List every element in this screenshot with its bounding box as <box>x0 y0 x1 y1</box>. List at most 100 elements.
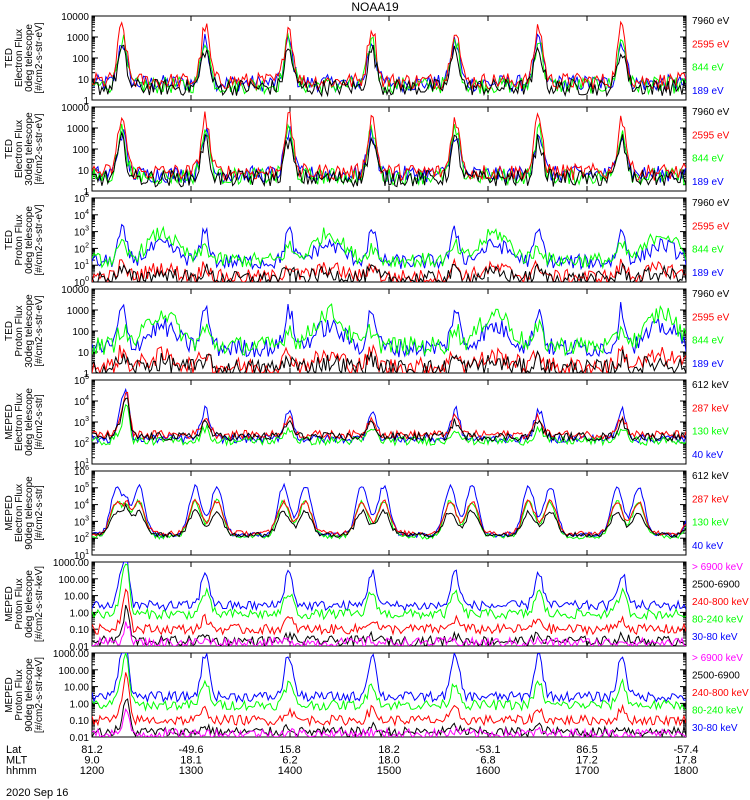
panel-frame <box>91 379 687 465</box>
x-row-value: 1800 <box>674 765 698 777</box>
legend-entry: 240-800 keV <box>692 688 749 699</box>
series-black <box>92 604 686 646</box>
legend-entry: 80-240 keV <box>692 615 743 626</box>
y-axis-label-line: [#/cm2-s-str] <box>34 394 45 450</box>
series-green <box>92 303 686 357</box>
y-tick-label: 10000 <box>61 285 89 296</box>
series-blue <box>92 126 686 184</box>
y-axis-label: TED Electron Flux 30deg telescope [#/cm2-s-… <box>4 112 45 186</box>
series-red <box>92 672 686 728</box>
y-axis-label: MEPED Electron Flux 90deg telescope [#/cm2-… <box>4 476 45 550</box>
legend-entry: 2500-6900 <box>692 580 740 591</box>
y-tick-label: 103 <box>74 416 89 429</box>
y-axis-label: MEPED Proton Flux 90deg telescope [#/cm2-s-… <box>4 657 45 733</box>
y-tick-label: 105 <box>74 482 89 495</box>
y-axis-label-line: [#/cm2-s-str-keV] <box>34 566 45 642</box>
series-black <box>92 262 686 282</box>
date-label: 2020 Sep 16 <box>6 787 68 799</box>
legend-entry: 612 keV <box>692 380 729 391</box>
y-axis-label-line: 0deg telescope <box>24 24 35 92</box>
y-tick-label: 102 <box>74 242 89 255</box>
y-axis-label-line: MEPED <box>4 404 15 440</box>
figure-title: NOAA19 <box>351 0 399 14</box>
y-axis-label-line: 90deg telescope <box>24 476 35 550</box>
y-tick-label: 102 <box>74 437 89 450</box>
y-axis-label-line: Proton Flux <box>14 305 25 356</box>
y-axis-label-line: Proton Flux <box>14 578 25 629</box>
y-axis-label-line: 30deg telescope <box>24 112 35 186</box>
x-row-value: 9.0 <box>84 755 99 767</box>
y-tick-label: 10000 <box>61 103 89 114</box>
y-axis-label-line: MEPED <box>4 586 15 622</box>
y-tick-label: 0.01 <box>70 733 90 744</box>
y-axis-label-line: [#/cm2-s-str-eV] <box>34 113 45 184</box>
y-tick-label: 101 <box>74 458 89 471</box>
series-green <box>92 563 686 621</box>
y-axis-label: MEPED Proton Flux 0deg telescope [#/cm2-s-s… <box>4 566 45 642</box>
x-row-value: 1300 <box>179 765 203 777</box>
y-axis-label: MEPED Electron Flux 0deg telescope [#/cm2-s… <box>4 388 45 456</box>
x-axis-labels: Lat 81.2 -49.6 15.8 18.2 -53.1 86.5 -57.4 MLT 9.0… <box>6 744 699 777</box>
y-tick-label: 10 <box>78 75 90 86</box>
legend-entry: 7960 eV <box>692 198 730 209</box>
legend-entry: 7960 eV <box>692 289 730 300</box>
y-tick-label: 10 <box>78 166 90 177</box>
x-row-value: 1200 <box>80 765 104 777</box>
y-axis-label: TED Proton Flux 30deg telescope [#/cm2-s-st… <box>4 294 45 368</box>
y-axis-label-line: [#/cm2-s-str] <box>34 485 45 541</box>
y-tick-label: 101 <box>74 549 89 562</box>
series-magenta <box>92 708 686 737</box>
legend-entry: 2500-6900 <box>692 671 740 682</box>
legend-entry: 2595 eV <box>692 39 730 50</box>
x-row-label: hhmm <box>6 765 37 777</box>
series-green <box>92 121 686 186</box>
y-tick-label: 1000.00 <box>53 558 90 569</box>
y-tick-label: 10 <box>78 348 90 359</box>
y-tick-label: 100 <box>74 276 89 289</box>
legend-entry: 7960 eV <box>692 107 730 118</box>
y-tick-label: 10.00 <box>64 683 89 694</box>
y-tick-label: 1 <box>83 187 89 198</box>
y-tick-label: 106 <box>74 465 89 478</box>
legend-entry: 189 eV <box>692 177 724 188</box>
panel-frame <box>91 15 687 101</box>
legend-entry: 844 eV <box>692 154 724 165</box>
legend-entry: 189 eV <box>692 359 724 370</box>
y-axis-label-line: [#/cm2-s-str-eV] <box>34 204 45 275</box>
legend-entry: 189 eV <box>692 86 724 97</box>
legend-entry: > 6900 keV <box>692 653 743 664</box>
y-axis-label-line: 0deg telescope <box>24 570 35 638</box>
series-black <box>92 698 686 737</box>
series-green <box>92 653 686 712</box>
y-axis-label-line: Proton Flux <box>14 214 25 265</box>
x-row-value: 1400 <box>278 765 302 777</box>
y-tick-label: 100 <box>72 54 89 65</box>
y-tick-label: 100.00 <box>58 666 89 677</box>
x-row-value: -57.4 <box>673 744 698 756</box>
y-axis-label-line: MEPED <box>4 677 15 713</box>
series-green <box>92 225 686 270</box>
series-red <box>92 588 686 637</box>
legend-entry: 844 eV <box>692 245 724 256</box>
legend-entry: 287 keV <box>692 494 729 505</box>
y-axis-label: TED Electron Flux 0deg telescope [#/cm2-s-s… <box>4 22 45 93</box>
legend-entry: 189 eV <box>692 268 724 279</box>
x-row-value: 6.8 <box>480 755 495 767</box>
y-tick-label: 102 <box>74 532 89 545</box>
legend-entry: 80-240 keV <box>692 706 743 717</box>
legend-entry: 130 keV <box>692 427 729 438</box>
legend-entry: 2595 eV <box>692 312 730 323</box>
y-axis-label-line: 30deg telescope <box>24 294 35 368</box>
y-axis-label-line: TED <box>4 321 15 341</box>
x-row-value: 81.2 <box>81 744 102 756</box>
series-red <box>92 20 686 91</box>
x-row-value: 1500 <box>377 765 401 777</box>
y-tick-label: 10000 <box>61 12 89 23</box>
y-tick-label: 1 <box>83 96 89 107</box>
series-black <box>92 130 686 188</box>
legend-entry: 40 keV <box>692 541 723 552</box>
legend-entry: 287 keV <box>692 403 729 414</box>
series-blue <box>92 482 686 539</box>
